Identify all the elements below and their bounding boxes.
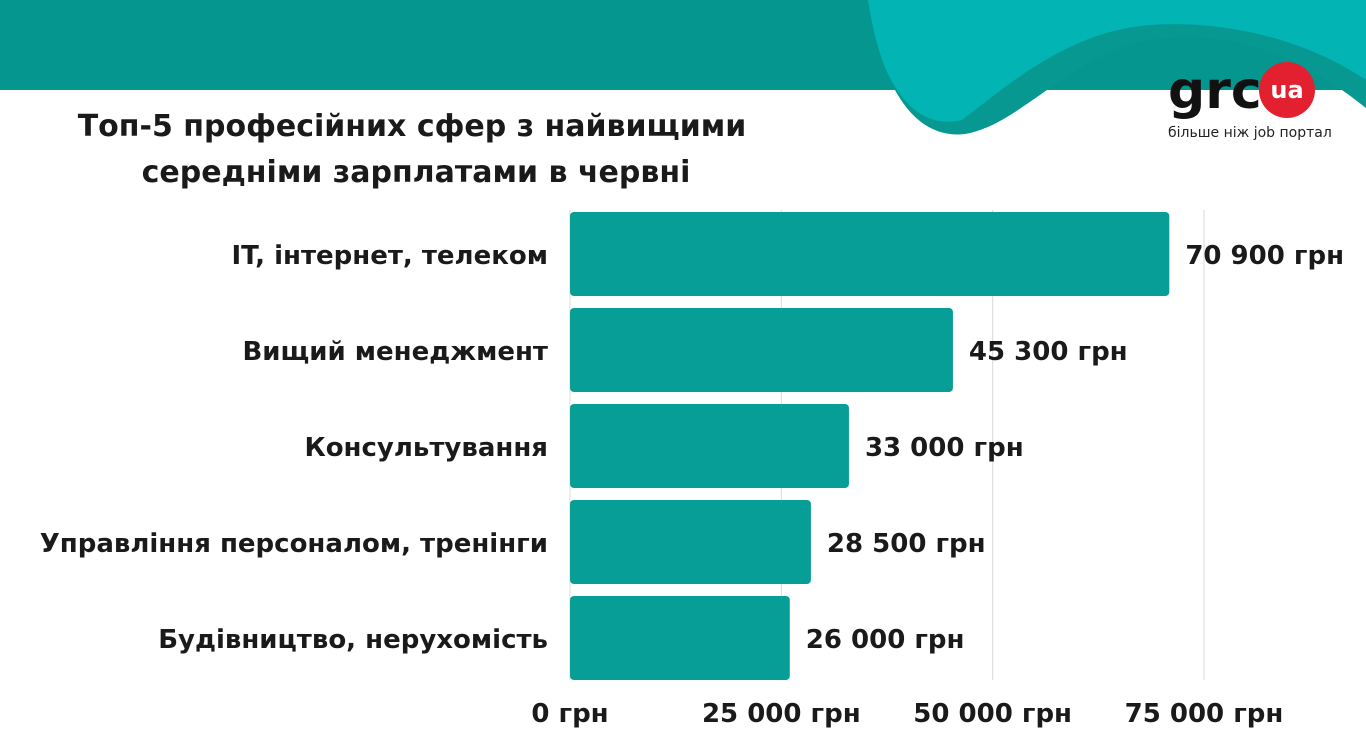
category-label: Будівництво, нерухомість <box>158 625 548 655</box>
logo-badge-circle <box>1259 62 1315 118</box>
value-label: 70 900 грн <box>1185 241 1344 271</box>
logo-tagline: більше ніж job портал <box>1168 125 1332 141</box>
value-label: 33 000 грн <box>865 433 1024 463</box>
value-label: 45 300 грн <box>969 337 1128 367</box>
chart-title: Топ-5 професійних сфер з найвищими серед… <box>78 109 747 190</box>
category-label: Управління персоналом, тренінги <box>40 529 548 559</box>
x-tick-label: 25 000 грн <box>702 699 861 729</box>
value-label: 26 000 грн <box>806 625 965 655</box>
bar <box>570 212 1170 296</box>
chart-title-line-1: Топ-5 професійних сфер з найвищими <box>78 109 747 144</box>
x-tick-label: 50 000 грн <box>913 699 1072 729</box>
value-label: 28 500 грн <box>827 529 986 559</box>
category-label: IT, інтернет, телеком <box>231 241 548 271</box>
category-labels: IT, інтернет, телеком Вищий менеджмент Кон… <box>40 241 548 655</box>
x-axis-tick-labels: 0 грн 25 000 грн 50 000 грн 75 000 грн <box>531 699 1283 729</box>
bar <box>570 500 811 584</box>
value-labels: 70 900 грн 45 300 грн 33 000 грн 28 500 грн… <box>806 241 1344 655</box>
bar <box>570 404 849 488</box>
chart-title-line-2: середніми зарплатами в червні <box>142 155 691 190</box>
category-label: Консультування <box>304 433 548 463</box>
header-wave-dark <box>880 24 1366 135</box>
logo-badge-text: ua <box>1270 76 1303 104</box>
bars <box>570 212 1170 680</box>
bar <box>570 596 790 680</box>
grc-logo[interactable]: grc ua більше ніж job портал <box>1168 61 1332 141</box>
header-decoration <box>0 0 1366 135</box>
bar <box>570 308 953 392</box>
x-tick-label: 75 000 грн <box>1125 699 1284 729</box>
logo-brand-text: grc <box>1168 61 1262 121</box>
x-tick-label: 0 грн <box>531 699 608 729</box>
category-label: Вищий менеджмент <box>242 337 548 367</box>
